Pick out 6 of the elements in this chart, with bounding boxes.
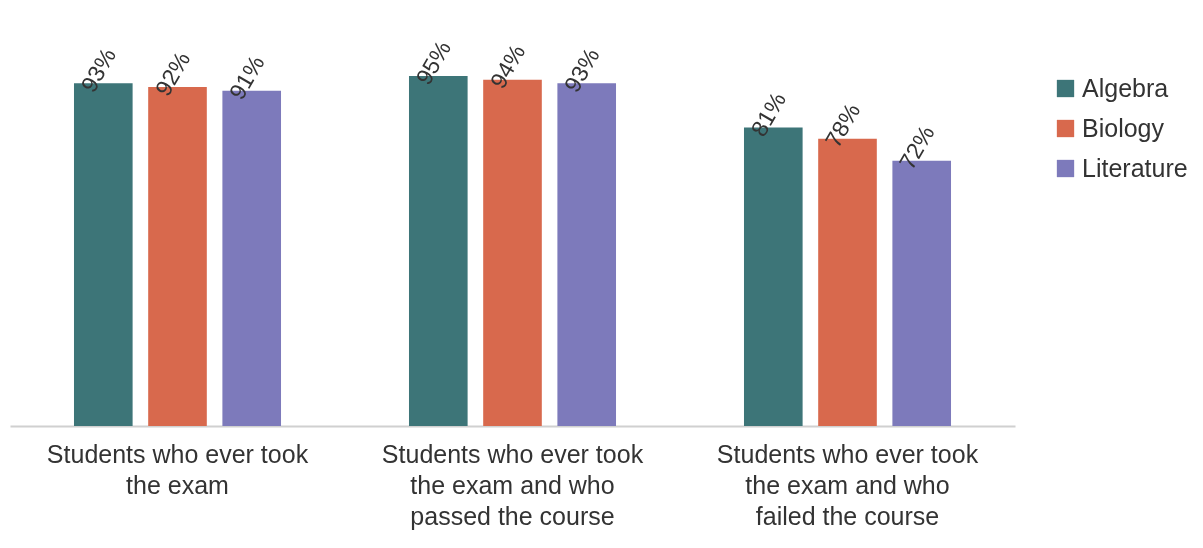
legend-label: Algebra	[1082, 73, 1169, 102]
legend-label: Biology	[1082, 113, 1165, 142]
x-tick-label: Students who ever took the exam	[46, 439, 309, 499]
x-tick-label: Students who ever took the exam and who passed the course	[381, 439, 644, 530]
legend-label: Literature	[1082, 153, 1188, 182]
x-tick-label: Students who ever took the exam and who failed the course	[716, 439, 979, 530]
